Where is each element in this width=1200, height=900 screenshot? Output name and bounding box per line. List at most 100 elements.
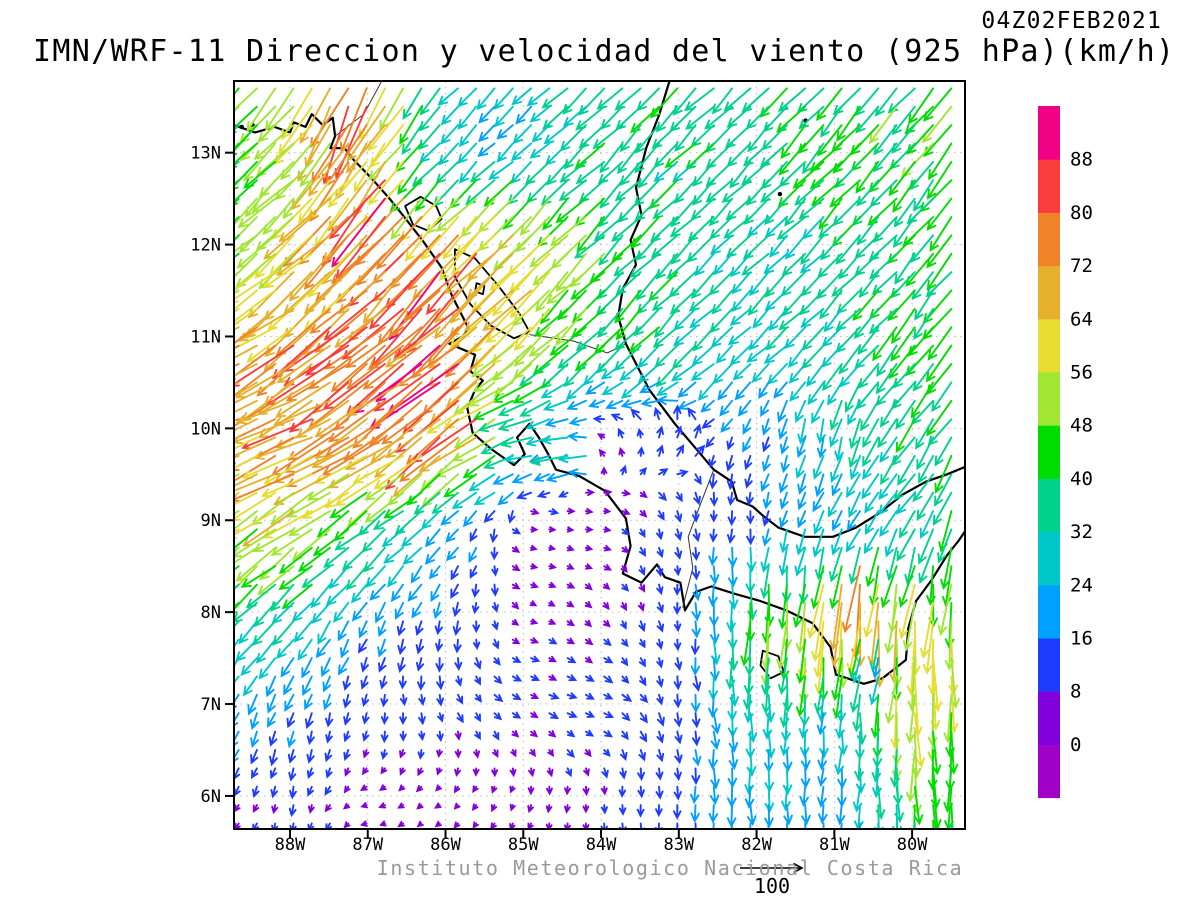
wind-arrow xyxy=(864,491,880,514)
wind-arrow xyxy=(880,399,898,428)
wind-arrow xyxy=(234,363,258,377)
wind-arrow xyxy=(390,583,405,603)
wind-arrow xyxy=(638,657,646,668)
wind-arrow xyxy=(829,399,843,431)
wind-arrow xyxy=(640,397,660,408)
wind-arrow xyxy=(926,197,953,231)
wind-arrow xyxy=(452,601,461,618)
axis-label-lon: 85W xyxy=(508,835,539,855)
colorbar-label: 64 xyxy=(1070,308,1093,330)
wind-arrow xyxy=(829,546,843,583)
wind-arrow xyxy=(926,234,953,269)
wind-arrow xyxy=(234,381,258,398)
wind-arrow xyxy=(796,436,807,459)
wind-arrow xyxy=(908,160,935,191)
wind-arrow xyxy=(476,87,496,111)
colorbar-segment xyxy=(1038,691,1060,745)
wind-arrow xyxy=(234,785,241,797)
wind-arrow xyxy=(540,179,569,206)
wind-arrow xyxy=(380,712,389,725)
wind-arrow xyxy=(489,252,533,292)
wind-arrow xyxy=(721,179,752,203)
colorbar-label: 88 xyxy=(1070,149,1093,171)
wind-arrow xyxy=(234,675,240,684)
wind-arrow xyxy=(761,454,771,473)
wind-arrow xyxy=(529,234,569,268)
wind-arrow xyxy=(546,767,554,778)
reference-arrow-head xyxy=(793,862,804,874)
wind-arrow xyxy=(726,473,736,491)
wind-arrow xyxy=(288,804,297,818)
wind-arrow xyxy=(234,528,258,550)
wind-arrow xyxy=(345,124,386,174)
wind-arrow xyxy=(555,197,587,224)
wind-arrow xyxy=(557,289,587,321)
axis-label-lon: 82W xyxy=(741,835,772,855)
wind-arrow xyxy=(434,620,443,636)
wind-arrow xyxy=(868,675,880,706)
wind-arrow xyxy=(762,712,773,740)
wind-arrow xyxy=(387,565,405,588)
wind-arrow xyxy=(271,822,279,829)
wind-arrow xyxy=(923,620,935,675)
wind-arrow xyxy=(639,490,648,499)
wind-arrow xyxy=(639,730,648,743)
wind-arrow xyxy=(652,326,679,348)
wind-arrow xyxy=(848,546,861,585)
wind-arrow xyxy=(690,363,715,381)
wind-arrow xyxy=(548,526,557,533)
wind-arrow xyxy=(701,418,715,429)
wind-arrow xyxy=(674,749,683,765)
wind-arrow xyxy=(725,454,735,472)
wind-arrow xyxy=(700,399,715,413)
wind-arrow xyxy=(617,142,642,175)
wind-arrow xyxy=(691,344,715,366)
wind-arrow xyxy=(584,637,594,646)
wind-arrow xyxy=(746,528,755,546)
wind-arrow xyxy=(530,655,541,663)
wind-arrow xyxy=(566,729,576,738)
wind-arrow xyxy=(673,638,682,652)
wind-arrow xyxy=(584,710,596,718)
wind-arrow xyxy=(838,730,848,756)
wind-arrow xyxy=(415,638,425,655)
wind-arrow xyxy=(913,712,926,769)
wind-arrow xyxy=(411,160,441,187)
wind-arrow xyxy=(542,197,569,231)
wind-arrow xyxy=(378,802,387,809)
wind-arrow xyxy=(599,142,624,174)
wind-arrow xyxy=(384,326,441,368)
wind-arrow xyxy=(906,197,935,225)
wind-arrow xyxy=(768,307,788,332)
wind-arrow xyxy=(592,124,624,150)
wind-arrow xyxy=(810,565,825,610)
wind-arrow xyxy=(621,675,630,684)
wind-arrow xyxy=(919,510,935,539)
wind-arrow xyxy=(605,399,624,410)
wind-arrow xyxy=(327,160,368,208)
wind-arrow xyxy=(497,418,533,432)
wind-arrow xyxy=(569,252,606,288)
wind-arrow xyxy=(416,802,424,810)
wind-arrow xyxy=(917,528,935,565)
wind-arrow xyxy=(474,712,481,723)
wind-arrow xyxy=(399,749,406,759)
wind-arrow xyxy=(234,583,258,615)
wind-arrow xyxy=(511,674,523,682)
wind-arrow xyxy=(535,271,569,313)
wind-arrow xyxy=(324,804,332,813)
wind-arrow xyxy=(656,601,664,614)
wind-arrow xyxy=(600,363,624,380)
wind-arrow xyxy=(578,124,606,149)
wind-arrow xyxy=(655,804,663,818)
wind-arrow xyxy=(620,601,628,612)
wind-arrow xyxy=(795,454,807,479)
wind-arrow xyxy=(817,785,827,808)
wind-arrow xyxy=(596,271,624,300)
wind-arrow xyxy=(398,675,407,690)
wind-arrow xyxy=(637,601,645,612)
wind-arrow xyxy=(894,252,916,285)
wind-arrow xyxy=(777,399,788,424)
wind-arrow xyxy=(639,712,648,724)
wind-arrow xyxy=(940,546,953,591)
